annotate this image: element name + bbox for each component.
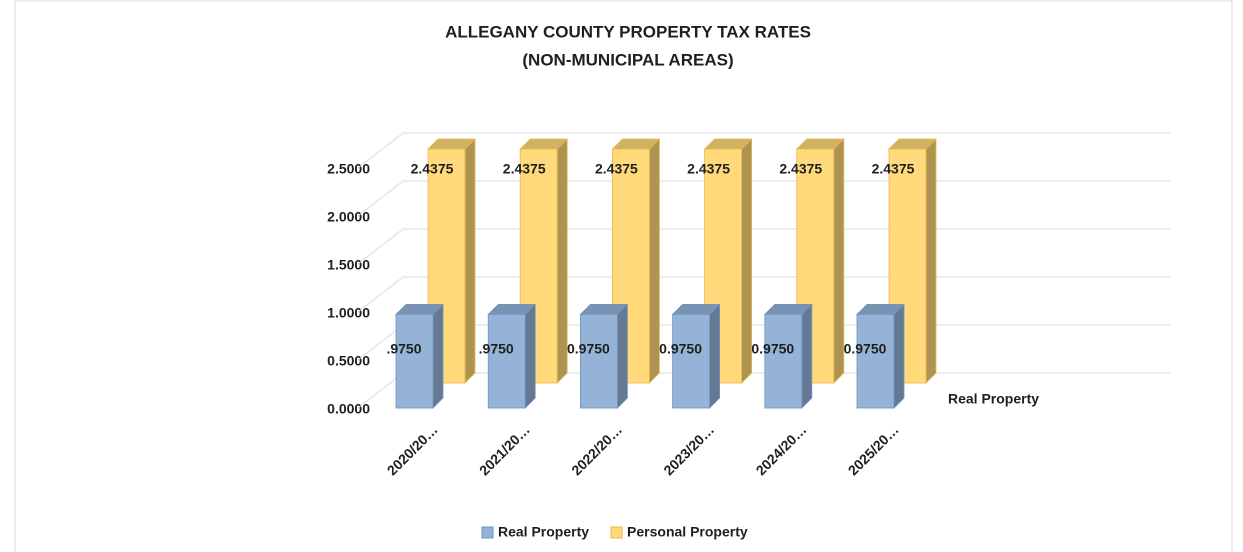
bar xyxy=(580,313,618,409)
bar-side xyxy=(741,138,752,384)
bar-side xyxy=(432,303,444,409)
chart-title: ALLEGANY COUNTY PROPERTY TAX RATES xyxy=(445,22,811,41)
legend-label: Real Property xyxy=(498,524,589,540)
grid-line xyxy=(357,324,404,361)
bar-side xyxy=(464,138,476,384)
value-label: 0.9750 xyxy=(751,341,794,357)
bar-side xyxy=(833,138,845,384)
y-tick-label: 0.5000 xyxy=(327,353,370,369)
legend-swatch xyxy=(610,526,623,539)
bar-side xyxy=(925,138,937,384)
bar-side xyxy=(893,303,905,409)
y-tick-label: 1.5000 xyxy=(327,257,370,273)
value-label: .9750 xyxy=(386,341,421,357)
chart-subtitle: (NON-MUNICIPAL AREAS) xyxy=(522,50,733,69)
y-tick-label: 1.0000 xyxy=(327,305,370,321)
bar xyxy=(764,313,803,409)
bar xyxy=(487,313,526,409)
value-label: 2.4375 xyxy=(872,161,915,177)
depth-axis-label: Real Property xyxy=(948,391,1039,407)
y-tick-label: 2.0000 xyxy=(327,209,370,225)
grid-line xyxy=(357,180,404,217)
grid-line xyxy=(357,228,404,265)
bar xyxy=(672,313,710,409)
bar-side xyxy=(649,138,660,384)
bar xyxy=(395,313,434,409)
value-label: 2.4375 xyxy=(503,161,546,177)
value-label: 2.4375 xyxy=(779,161,822,177)
bar xyxy=(856,313,895,409)
value-label: 2.4375 xyxy=(687,161,730,177)
value-label: .9750 xyxy=(479,341,514,357)
value-label: 2.4375 xyxy=(595,161,638,177)
grid-line xyxy=(357,372,404,409)
legend-label: Personal Property xyxy=(627,524,748,540)
value-label: 0.9750 xyxy=(567,341,610,357)
value-label: 0.9750 xyxy=(659,341,702,357)
value-label: 2.4375 xyxy=(411,161,454,177)
grid-line xyxy=(357,276,404,313)
value-label: 0.9750 xyxy=(844,341,887,357)
y-tick-label: 2.5000 xyxy=(327,161,370,177)
bar-side xyxy=(524,303,536,409)
bar-side xyxy=(556,138,568,384)
grid-line xyxy=(357,132,404,169)
bar-side xyxy=(801,303,813,409)
legend-swatch xyxy=(481,526,494,539)
bar-side xyxy=(709,303,720,409)
y-tick-label: 0.0000 xyxy=(327,401,370,417)
bar-side xyxy=(617,303,628,409)
